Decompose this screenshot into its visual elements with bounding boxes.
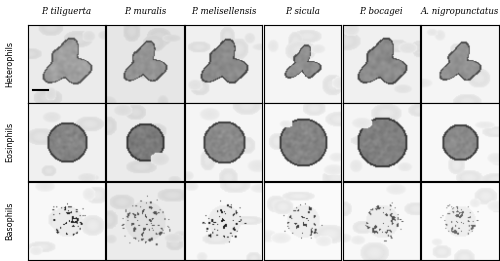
Text: P. melisellensis: P. melisellensis (191, 7, 256, 16)
Text: A. nigropunctatus: A. nigropunctatus (421, 7, 499, 16)
Text: Heterophils: Heterophils (5, 41, 14, 87)
Text: P. tiliguerta: P. tiliguerta (41, 7, 91, 16)
Text: P. bocagei: P. bocagei (360, 7, 403, 16)
Text: P. muralis: P. muralis (124, 7, 166, 16)
Text: P. sicula: P. sicula (285, 7, 320, 16)
Text: Basophils: Basophils (5, 201, 14, 240)
Text: Eosinphils: Eosinphils (5, 122, 14, 162)
